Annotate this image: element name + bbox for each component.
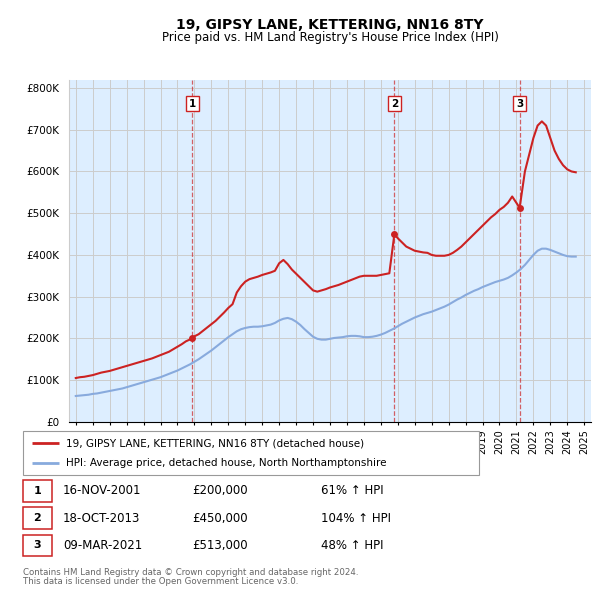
Text: 18-OCT-2013: 18-OCT-2013 <box>63 512 140 525</box>
Text: 3: 3 <box>516 99 523 109</box>
Text: 2: 2 <box>34 513 41 523</box>
Text: 1: 1 <box>189 99 196 109</box>
Text: 1: 1 <box>34 486 41 496</box>
FancyBboxPatch shape <box>23 431 479 475</box>
Text: 16-NOV-2001: 16-NOV-2001 <box>63 484 142 497</box>
Text: Contains HM Land Registry data © Crown copyright and database right 2024.: Contains HM Land Registry data © Crown c… <box>23 568 358 577</box>
Text: 2: 2 <box>391 99 398 109</box>
Text: 19, GIPSY LANE, KETTERING, NN16 8TY: 19, GIPSY LANE, KETTERING, NN16 8TY <box>176 18 484 32</box>
Text: 61% ↑ HPI: 61% ↑ HPI <box>321 484 383 497</box>
Text: £200,000: £200,000 <box>192 484 248 497</box>
Text: Price paid vs. HM Land Registry's House Price Index (HPI): Price paid vs. HM Land Registry's House … <box>161 31 499 44</box>
Text: 48% ↑ HPI: 48% ↑ HPI <box>321 539 383 552</box>
Text: £450,000: £450,000 <box>192 512 248 525</box>
Text: 104% ↑ HPI: 104% ↑ HPI <box>321 512 391 525</box>
Text: This data is licensed under the Open Government Licence v3.0.: This data is licensed under the Open Gov… <box>23 577 298 586</box>
Text: 19, GIPSY LANE, KETTERING, NN16 8TY (detached house): 19, GIPSY LANE, KETTERING, NN16 8TY (det… <box>66 438 364 448</box>
Text: £513,000: £513,000 <box>192 539 248 552</box>
Text: 09-MAR-2021: 09-MAR-2021 <box>63 539 142 552</box>
Text: 3: 3 <box>34 540 41 550</box>
Text: HPI: Average price, detached house, North Northamptonshire: HPI: Average price, detached house, Nort… <box>66 458 386 468</box>
